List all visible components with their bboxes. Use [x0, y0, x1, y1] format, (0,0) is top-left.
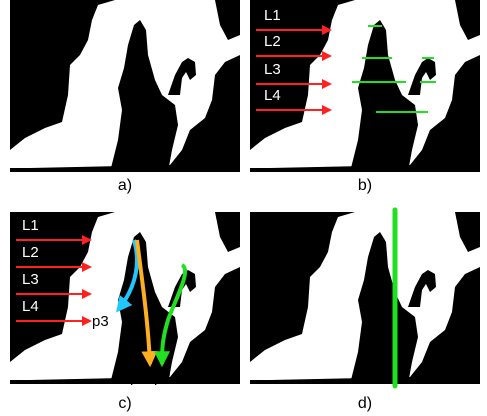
line-label: L4: [264, 87, 281, 104]
line-label: L1: [22, 217, 39, 234]
caption: b): [358, 177, 372, 194]
panel-image: [10, 0, 240, 172]
path-label: p1: [130, 369, 147, 386]
line-label: L3: [22, 271, 39, 288]
path-label: p3: [92, 313, 109, 330]
line-label: L4: [22, 298, 39, 315]
panel-image: [250, 212, 480, 384]
caption: c): [118, 395, 131, 412]
path-label: p2: [154, 369, 171, 386]
figure: a) b) c) d) L1 L2 L3 L4 L1 L2 L3 L4 p1 p…: [0, 0, 487, 416]
line-label: L2: [22, 244, 39, 261]
panel-image: [250, 0, 480, 172]
line-label: L3: [264, 61, 281, 78]
caption: d): [358, 395, 372, 412]
line-label: L1: [264, 7, 281, 24]
caption: a): [118, 177, 132, 194]
line-label: L2: [264, 33, 281, 50]
